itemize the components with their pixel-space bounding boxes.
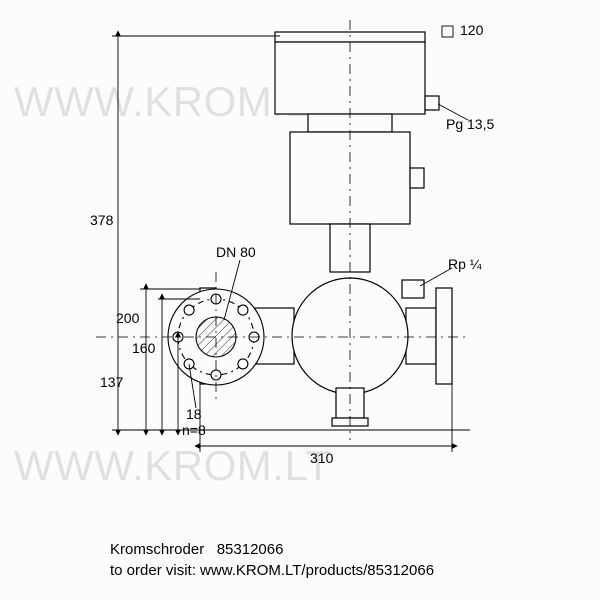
caption-url[interactable]: www.KROM.LT/products/85312066 — [200, 562, 434, 579]
dim-box-top: 120 — [460, 22, 483, 38]
caption-line2: to order visit: www.KROM.LT/products/853… — [110, 560, 434, 582]
dim-center-h: 137 — [100, 374, 123, 390]
dim-h-total: 378 — [90, 212, 113, 228]
dim-dn: DN 80 — [216, 244, 256, 260]
dim-flange-od: 200 — [116, 310, 139, 326]
dim-bolt-d: 18 — [186, 406, 202, 422]
caption-code: 85312066 — [217, 541, 284, 558]
drawing-svg — [0, 0, 600, 600]
dim-length: 310 — [310, 450, 333, 466]
dim-bolt-circle: 160 — [132, 340, 155, 356]
dim-pg: Pg 13,5 — [446, 116, 494, 132]
dim-rp: Rp ¼ — [448, 256, 481, 272]
dim-bolt-n: n=8 — [182, 422, 206, 438]
caption-brand: Kromschroder — [110, 541, 204, 558]
caption-prefix: to order visit: — [110, 562, 200, 579]
caption: Kromschroder 85312066 to order visit: ww… — [110, 539, 434, 583]
caption-line1: Kromschroder 85312066 — [110, 539, 434, 561]
drawing-canvas: WWW.KROM.LT WWW.KROM.LT — [0, 0, 600, 600]
